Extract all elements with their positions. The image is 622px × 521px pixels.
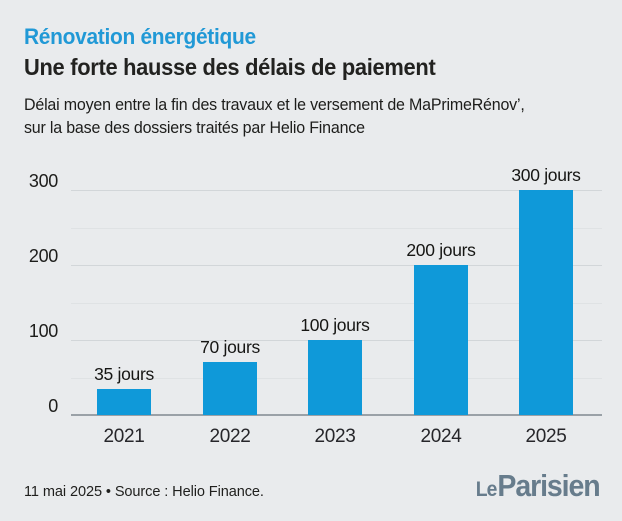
bar-value-label-2021: 35 jours — [94, 364, 154, 384]
y-tick-label-0: 0 — [48, 396, 58, 416]
y-tick-label-100: 100 — [28, 321, 58, 341]
bar-2024 — [414, 265, 468, 415]
logo-le-text: Le — [476, 478, 498, 501]
y-tick-label-300: 300 — [28, 171, 58, 191]
gridline-200 — [71, 265, 602, 266]
bar-2025 — [519, 190, 573, 415]
x-axis-label-2024: 2024 — [420, 426, 462, 447]
bar-value-label-2025: 300 jours — [511, 165, 581, 185]
x-axis-label-2023: 2023 — [314, 426, 356, 447]
x-axis-label-2021: 2021 — [103, 426, 145, 447]
bar-value-label-2023: 100 jours — [300, 315, 370, 335]
page-title: Une forte hausse des délais de paiement — [24, 54, 436, 80]
x-axis-label-2025: 2025 — [525, 426, 567, 447]
kicker: Rénovation énergétique — [24, 24, 256, 49]
x-axis-line — [71, 414, 602, 416]
bar-2022 — [203, 362, 257, 415]
bar-value-label-2024: 200 jours — [406, 240, 476, 260]
bar-value-label-2022: 70 jours — [200, 337, 260, 357]
gridline-150 — [71, 303, 602, 304]
bar-2021 — [97, 389, 151, 415]
le-parisien-logo: Le Parisien — [476, 468, 601, 504]
bar-2023 — [308, 340, 362, 415]
subtitle-line-1: Délai moyen entre la fin des travaux et … — [24, 96, 525, 114]
subtitle: Délai moyen entre la fin des travaux et … — [24, 94, 525, 140]
gridline-250 — [71, 228, 602, 229]
source-caption: 11 mai 2025 • Source : Helio Finance. — [24, 483, 264, 500]
bar-chart: 0 100 200 300 35 jours 2021 70 jours 2022 100 jo… — [0, 160, 622, 460]
x-axis-label-2022: 2022 — [209, 426, 251, 447]
gridline-300 — [71, 190, 602, 191]
logo-parisien-text: Parisien — [497, 468, 601, 503]
y-tick-label-200: 200 — [28, 246, 58, 266]
subtitle-line-2: sur la base des dossiers traités par Hel… — [24, 119, 365, 137]
